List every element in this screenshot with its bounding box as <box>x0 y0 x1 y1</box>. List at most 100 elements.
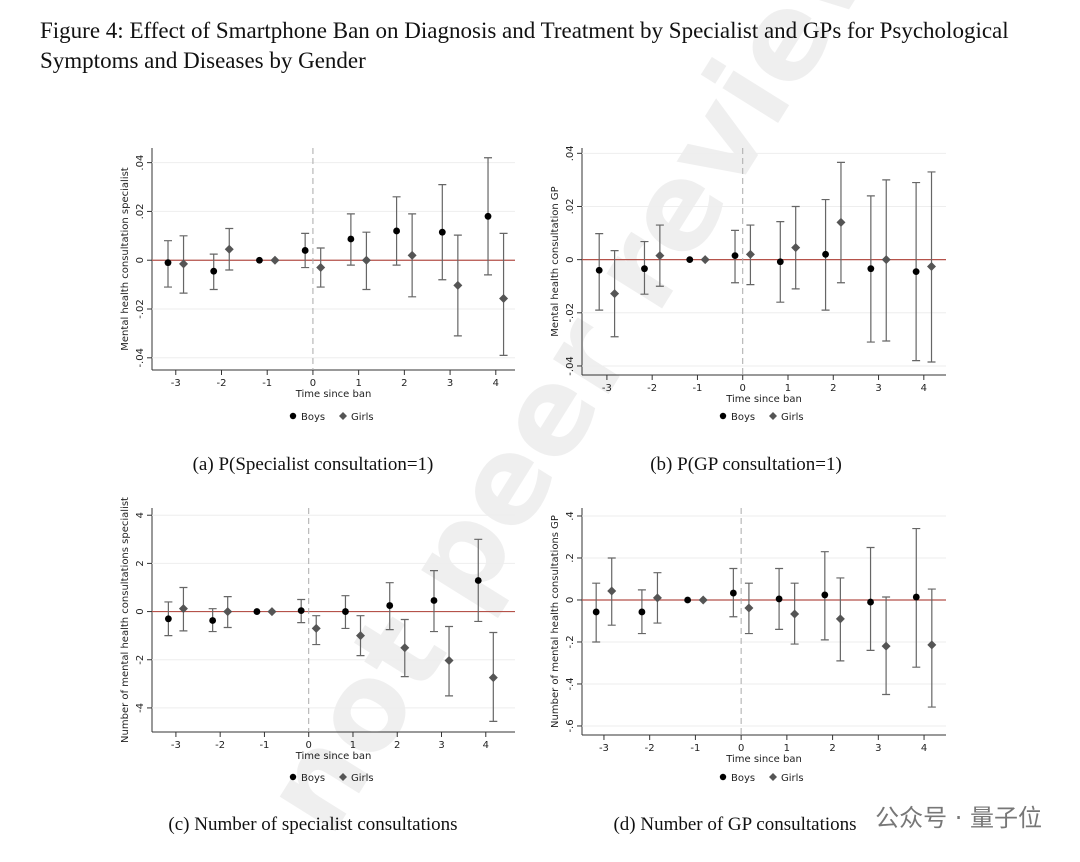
point <box>499 294 509 304</box>
x-tick-label: 3 <box>438 740 444 751</box>
point <box>927 262 937 272</box>
x-tick-label: 2 <box>830 383 836 394</box>
x-tick-label: 2 <box>394 740 400 751</box>
y-tick-label: .2 <box>565 553 576 563</box>
point <box>316 263 326 273</box>
legend-label: Boys <box>731 412 755 423</box>
x-tick-label: -3 <box>171 378 181 389</box>
watermark: not peer review <box>237 0 921 855</box>
legend-label: Girls <box>781 412 804 423</box>
y-tick-label: .4 <box>565 511 576 521</box>
y-tick-label: -2 <box>135 655 146 665</box>
y-tick-label: -.02 <box>565 303 576 323</box>
point <box>484 212 492 220</box>
point <box>342 608 349 615</box>
point <box>655 251 665 261</box>
point <box>301 247 309 254</box>
point <box>912 593 920 601</box>
point <box>592 608 600 616</box>
point <box>836 217 846 227</box>
point <box>652 593 662 603</box>
point <box>400 643 410 653</box>
x-tick-label: -3 <box>602 383 612 394</box>
x-tick-label: 1 <box>355 378 361 389</box>
x-tick-label: 2 <box>829 743 835 754</box>
point <box>444 655 454 665</box>
legend-marker <box>289 412 297 420</box>
x-axis-title: Time since ban <box>295 751 372 762</box>
y-tick-label: -4 <box>135 703 146 713</box>
point <box>684 596 692 604</box>
point <box>638 608 646 616</box>
chart-panel: -.04 -.02 0 .02 .04 -3 -2 -1 0 1 2 3 4 Time since ban… <box>550 145 946 475</box>
y-tick-label: -.02 <box>135 299 146 319</box>
point <box>822 250 829 258</box>
legend-item: Girls <box>769 773 804 784</box>
x-axis-title: Time since ban <box>725 394 802 405</box>
point <box>791 243 801 253</box>
point <box>297 607 305 615</box>
point <box>488 673 498 683</box>
legend-item: Boys <box>719 412 755 423</box>
y-tick-label: 2 <box>135 560 146 566</box>
y-tick-label: -.4 <box>565 677 576 690</box>
figure-title: Figure 4: Effect of Smartphone Ban on Di… <box>40 18 1009 73</box>
y-tick-label: -.04 <box>135 348 146 368</box>
point <box>164 259 172 267</box>
caption: (d) Number of GP consultations <box>613 814 856 835</box>
y-tick-label: 0 <box>565 256 576 262</box>
y-tick-label: -.04 <box>565 356 576 376</box>
y-tick-label: .02 <box>565 199 576 215</box>
x-tick-label: -3 <box>599 743 609 754</box>
legend-marker <box>289 773 297 781</box>
point <box>179 259 189 269</box>
x-tick-label: 0 <box>310 378 316 389</box>
point <box>790 609 800 619</box>
legend-item: Girls <box>769 412 804 423</box>
point <box>256 256 263 264</box>
x-tick-label: 2 <box>401 378 407 389</box>
point <box>270 255 280 265</box>
caption: (c) Number of specialist consultations <box>168 814 457 835</box>
point <box>209 617 217 624</box>
y-axis-title: Mental health consultation specialist <box>120 167 131 351</box>
point <box>881 641 891 651</box>
x-tick-label: -2 <box>216 378 226 389</box>
x-tick-label: -1 <box>692 383 702 394</box>
point <box>453 280 463 290</box>
point <box>178 604 188 614</box>
x-tick-label: -2 <box>215 740 225 751</box>
x-tick-label: -1 <box>690 743 700 754</box>
point <box>821 591 829 599</box>
x-tick-label: -1 <box>262 378 272 389</box>
y-tick-label: .02 <box>135 203 146 219</box>
chart-panel: -.04 -.02 0 .02 .04 -3 -2 -1 0 1 2 3 4 Time since ban… <box>120 148 515 475</box>
point <box>700 255 710 265</box>
x-tick-label: 1 <box>350 740 356 751</box>
y-axis-title: Number of mental health consultations GP <box>550 515 561 728</box>
point <box>610 289 620 299</box>
x-tick-label: 3 <box>875 743 881 754</box>
point <box>867 598 874 606</box>
y-tick-label: -.2 <box>565 635 576 648</box>
point <box>164 615 172 623</box>
point <box>474 577 482 584</box>
legend-item: Girls <box>339 412 374 423</box>
x-axis-title: Time since ban <box>725 754 802 765</box>
point <box>698 595 708 605</box>
legend-label: Girls <box>351 412 374 423</box>
point <box>356 631 366 641</box>
point <box>393 227 400 235</box>
x-tick-label: 3 <box>875 383 881 394</box>
caption: (a) P(Specialist consultation=1) <box>193 454 434 475</box>
x-tick-label: 3 <box>447 378 453 389</box>
x-tick-label: -3 <box>171 740 181 751</box>
legend-marker <box>769 773 777 781</box>
point <box>867 265 875 273</box>
point <box>430 597 438 604</box>
y-tick-label: 4 <box>135 512 146 518</box>
y-tick-label: 0 <box>135 257 146 263</box>
y-axis-title: Number of mental health consultations sp… <box>120 497 131 743</box>
legend-label: Girls <box>351 773 374 784</box>
